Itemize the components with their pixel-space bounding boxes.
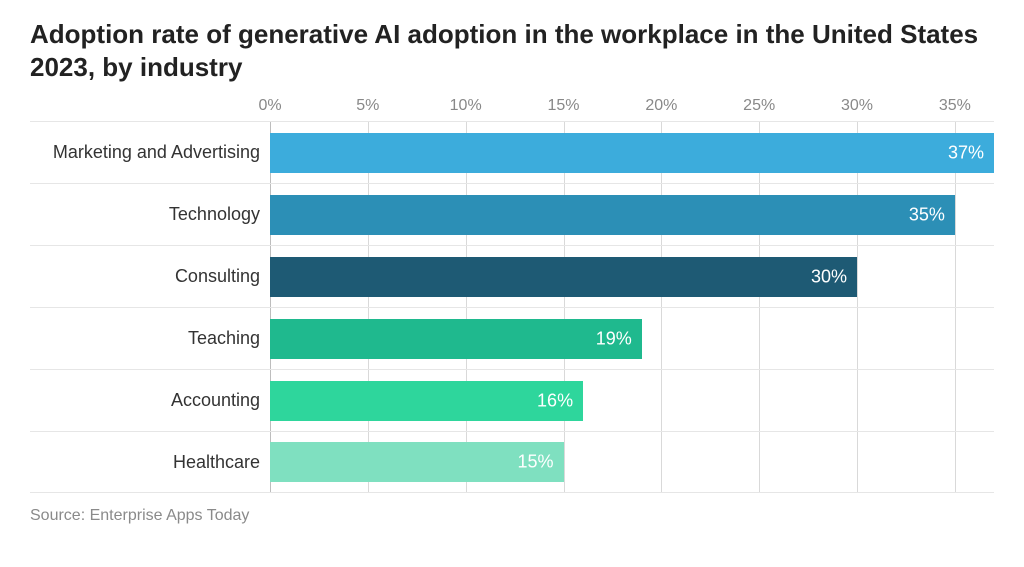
axis-tick-label: 25%	[743, 97, 775, 115]
axis-tick-label: 10%	[450, 97, 482, 115]
bar: 35%	[270, 195, 955, 235]
bar-value-label: 19%	[596, 328, 632, 349]
chart-row: Healthcare 15%	[30, 431, 994, 493]
bar-value-label: 35%	[909, 204, 945, 225]
category-label: Accounting	[30, 390, 270, 411]
axis-tick-label: 15%	[547, 97, 579, 115]
bar: 30%	[270, 257, 857, 297]
source-prefix: Source:	[30, 507, 90, 524]
bar: 37%	[270, 133, 994, 173]
axis-tick-label: 5%	[356, 97, 379, 115]
bar-cell: 19%	[270, 308, 994, 369]
bar-cell: 30%	[270, 246, 994, 307]
bar-value-label: 30%	[811, 266, 847, 287]
category-label: Technology	[30, 204, 270, 225]
chart-row: Teaching 19%	[30, 307, 994, 369]
category-label: Healthcare	[30, 452, 270, 473]
axis-tick-label: 0%	[258, 97, 281, 115]
bar: 15%	[270, 442, 564, 482]
chart-row: Consulting 30%	[30, 245, 994, 307]
category-label: Marketing and Advertising	[30, 142, 270, 163]
bar-cell: 15%	[270, 432, 994, 492]
axis-tick-label: 30%	[841, 97, 873, 115]
x-axis: 0% 5% 10% 15% 20% 25% 30% 35%	[30, 97, 994, 121]
bar-cell: 37%	[270, 122, 994, 183]
bar-cell: 35%	[270, 184, 994, 245]
chart-container: Adoption rate of generative AI adoption …	[0, 0, 1024, 567]
chart-plot-area: 0% 5% 10% 15% 20% 25% 30% 35% Marketing and Adv…	[30, 97, 994, 493]
bar-value-label: 16%	[537, 390, 573, 411]
axis-tick-label: 20%	[645, 97, 677, 115]
bar-cell: 16%	[270, 370, 994, 431]
source-text: Enterprise Apps Today	[90, 507, 250, 524]
chart-title: Adoption rate of generative AI adoption …	[30, 18, 994, 83]
chart-row: Accounting 16%	[30, 369, 994, 431]
bar-value-label: 37%	[948, 142, 984, 163]
axis-tick-label: 35%	[939, 97, 971, 115]
chart-grid: Marketing and Advertising 37% Technology 35…	[30, 121, 994, 493]
category-label: Teaching	[30, 328, 270, 349]
chart-row: Marketing and Advertising 37%	[30, 121, 994, 183]
bar-value-label: 15%	[517, 452, 553, 473]
chart-row: Technology 35%	[30, 183, 994, 245]
category-label: Consulting	[30, 266, 270, 287]
bar: 16%	[270, 381, 583, 421]
bar: 19%	[270, 319, 642, 359]
chart-source: Source: Enterprise Apps Today	[30, 507, 994, 525]
